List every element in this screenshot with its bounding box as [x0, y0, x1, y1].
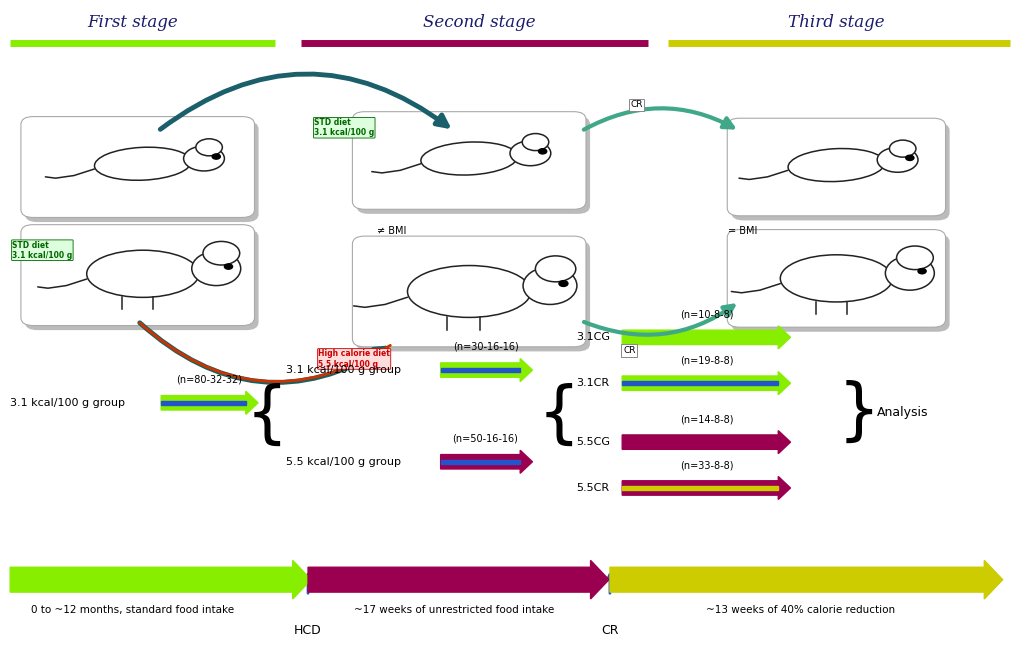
- Text: 5.5CG: 5.5CG: [576, 437, 609, 447]
- Ellipse shape: [87, 250, 199, 297]
- Text: Third stage: Third stage: [788, 14, 883, 31]
- FancyArrow shape: [622, 476, 790, 500]
- Text: 3.1 kcal/100 g group: 3.1 kcal/100 g group: [285, 365, 400, 375]
- Text: (n=80-32-32): (n=80-32-32): [176, 375, 242, 384]
- Text: ~13 weeks of 40% calorie reduction: ~13 weeks of 40% calorie reduction: [705, 605, 895, 616]
- Ellipse shape: [408, 265, 531, 318]
- Text: HCD: HCD: [293, 624, 322, 637]
- FancyBboxPatch shape: [357, 240, 589, 351]
- FancyArrow shape: [440, 358, 532, 382]
- FancyArrow shape: [161, 401, 246, 405]
- FancyArrow shape: [609, 561, 1002, 599]
- Text: (n=10-8-8): (n=10-8-8): [680, 310, 733, 320]
- Circle shape: [917, 269, 925, 274]
- FancyArrow shape: [308, 561, 608, 599]
- Text: ≠ BMI: ≠ BMI: [377, 225, 407, 236]
- Text: 0 to ~12 months, standard food intake: 0 to ~12 months, standard food intake: [31, 605, 234, 616]
- FancyArrow shape: [622, 371, 790, 395]
- Text: (n=14-8-8): (n=14-8-8): [680, 415, 733, 424]
- FancyBboxPatch shape: [357, 117, 589, 214]
- Text: STD diet
3.1 kcal/100 g: STD diet 3.1 kcal/100 g: [12, 240, 72, 260]
- FancyBboxPatch shape: [727, 230, 945, 328]
- FancyArrow shape: [622, 430, 790, 454]
- FancyArrow shape: [440, 460, 520, 464]
- Ellipse shape: [510, 141, 550, 166]
- Ellipse shape: [523, 267, 577, 305]
- Circle shape: [905, 155, 913, 160]
- Text: 3.1 kcal/100 g group: 3.1 kcal/100 g group: [10, 398, 125, 408]
- FancyArrow shape: [440, 368, 520, 372]
- Text: {: {: [246, 383, 288, 449]
- FancyArrow shape: [622, 326, 790, 349]
- Ellipse shape: [788, 149, 883, 181]
- Text: STD diet
3.1 kcal/100 g: STD diet 3.1 kcal/100 g: [314, 118, 374, 138]
- Text: 5.5 kcal/100 g group: 5.5 kcal/100 g group: [285, 457, 400, 467]
- FancyBboxPatch shape: [731, 123, 949, 220]
- Circle shape: [558, 280, 568, 286]
- Text: 5.5CR: 5.5CR: [576, 483, 608, 493]
- FancyArrow shape: [161, 391, 258, 415]
- Text: (n=33-8-8): (n=33-8-8): [680, 460, 733, 470]
- Text: 3.1CG: 3.1CG: [576, 332, 609, 343]
- Ellipse shape: [192, 252, 240, 286]
- Circle shape: [538, 149, 546, 154]
- FancyArrowPatch shape: [584, 306, 733, 335]
- Circle shape: [522, 134, 548, 151]
- Text: CR: CR: [600, 624, 619, 637]
- FancyArrow shape: [440, 450, 532, 474]
- Circle shape: [889, 140, 915, 157]
- Circle shape: [203, 242, 239, 265]
- Text: }: }: [837, 380, 879, 445]
- FancyBboxPatch shape: [727, 118, 945, 216]
- FancyBboxPatch shape: [21, 117, 255, 217]
- Ellipse shape: [95, 147, 191, 180]
- Text: (n=19-8-8): (n=19-8-8): [680, 356, 733, 365]
- Text: {: {: [537, 383, 580, 449]
- FancyArrowPatch shape: [160, 74, 447, 129]
- Text: = BMI: = BMI: [728, 225, 757, 236]
- FancyArrowPatch shape: [583, 108, 733, 130]
- Text: Second stage: Second stage: [423, 14, 535, 31]
- Text: (n=50-16-16): (n=50-16-16): [452, 434, 518, 443]
- Text: First stage: First stage: [88, 14, 177, 31]
- Circle shape: [224, 264, 232, 269]
- Circle shape: [535, 256, 576, 282]
- FancyBboxPatch shape: [731, 234, 949, 332]
- Circle shape: [896, 246, 932, 270]
- Text: ~17 weeks of unrestricted food intake: ~17 weeks of unrestricted food intake: [354, 605, 553, 616]
- FancyBboxPatch shape: [25, 121, 259, 222]
- Ellipse shape: [780, 255, 892, 302]
- Circle shape: [196, 139, 222, 156]
- Circle shape: [212, 154, 220, 159]
- FancyArrowPatch shape: [140, 323, 390, 382]
- Text: CR: CR: [623, 346, 635, 355]
- FancyArrow shape: [10, 561, 311, 599]
- FancyArrowPatch shape: [140, 323, 385, 383]
- FancyArrow shape: [622, 486, 777, 490]
- Ellipse shape: [876, 147, 917, 172]
- Text: CR: CR: [630, 100, 642, 109]
- Text: High calorie diet
5.5 kcal/100 g: High calorie diet 5.5 kcal/100 g: [318, 349, 389, 369]
- Ellipse shape: [421, 142, 517, 175]
- Text: Analysis: Analysis: [876, 406, 927, 419]
- FancyBboxPatch shape: [21, 225, 255, 326]
- FancyBboxPatch shape: [25, 229, 259, 330]
- FancyBboxPatch shape: [353, 236, 585, 347]
- Ellipse shape: [884, 256, 933, 290]
- Text: (n=30-16-16): (n=30-16-16): [452, 342, 518, 352]
- FancyBboxPatch shape: [353, 111, 585, 210]
- Ellipse shape: [183, 146, 224, 171]
- FancyArrow shape: [622, 381, 777, 385]
- Text: 3.1CR: 3.1CR: [576, 378, 608, 388]
